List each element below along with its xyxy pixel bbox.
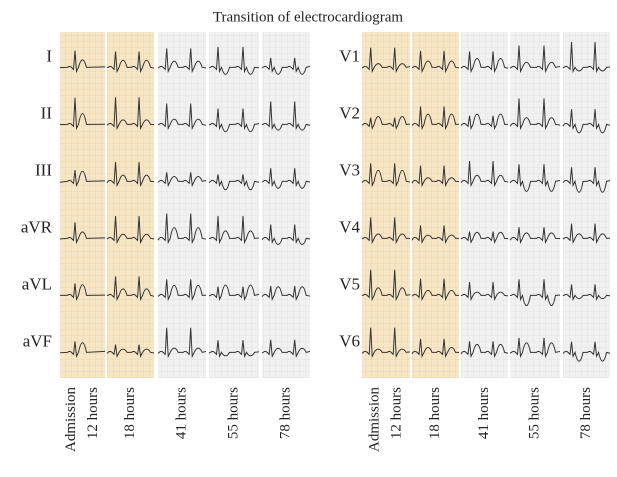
column-label: Admission: [366, 387, 382, 453]
column-label: 12 hours: [85, 387, 101, 439]
column-label: 41 hours: [476, 387, 492, 439]
figure-title: Transition of electrocardiogram: [213, 9, 404, 25]
column-label: 78 hours: [578, 387, 594, 439]
lead-label: V5: [339, 274, 360, 293]
column-label: 55 hours: [526, 387, 542, 439]
strip-background: [158, 32, 206, 378]
lead-label: I: [46, 46, 52, 65]
lead-label: V4: [339, 217, 360, 236]
lead-label: aVL: [22, 274, 52, 293]
ecg-strips: [60, 32, 610, 378]
lead-label: V1: [339, 46, 360, 65]
lead-label: V2: [339, 103, 360, 122]
strip-background: [209, 32, 259, 378]
strip-background: [262, 32, 310, 378]
strip-background: [510, 32, 560, 378]
column-label: 55 hours: [225, 387, 241, 439]
lead-label: aVR: [21, 217, 53, 236]
column-label: 12 hours: [388, 387, 404, 439]
lead-label: II: [41, 103, 53, 122]
lead-label: aVF: [23, 331, 52, 350]
strip-background: [412, 32, 459, 378]
strip-background: [563, 32, 610, 378]
strip-background: [107, 32, 154, 378]
column-label: Admission: [63, 387, 79, 453]
lead-label: III: [35, 160, 52, 179]
strip-background: [362, 32, 410, 378]
column-label: 18 hours: [122, 387, 138, 439]
strip-background: [60, 32, 105, 378]
strip-background: [461, 32, 508, 378]
figure: Transition of electrocardiogram IIIIIIaV…: [0, 0, 617, 477]
column-label: 78 hours: [277, 387, 293, 439]
lead-label: V6: [339, 331, 360, 350]
column-label: 41 hours: [173, 387, 189, 439]
lead-label: V3: [339, 160, 360, 179]
column-label: 18 hours: [427, 387, 443, 439]
